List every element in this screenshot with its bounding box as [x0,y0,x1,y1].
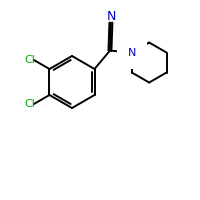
Text: Cl: Cl [24,55,35,65]
Text: N: N [106,10,116,23]
Text: N: N [128,48,136,58]
Text: Cl: Cl [24,99,35,109]
